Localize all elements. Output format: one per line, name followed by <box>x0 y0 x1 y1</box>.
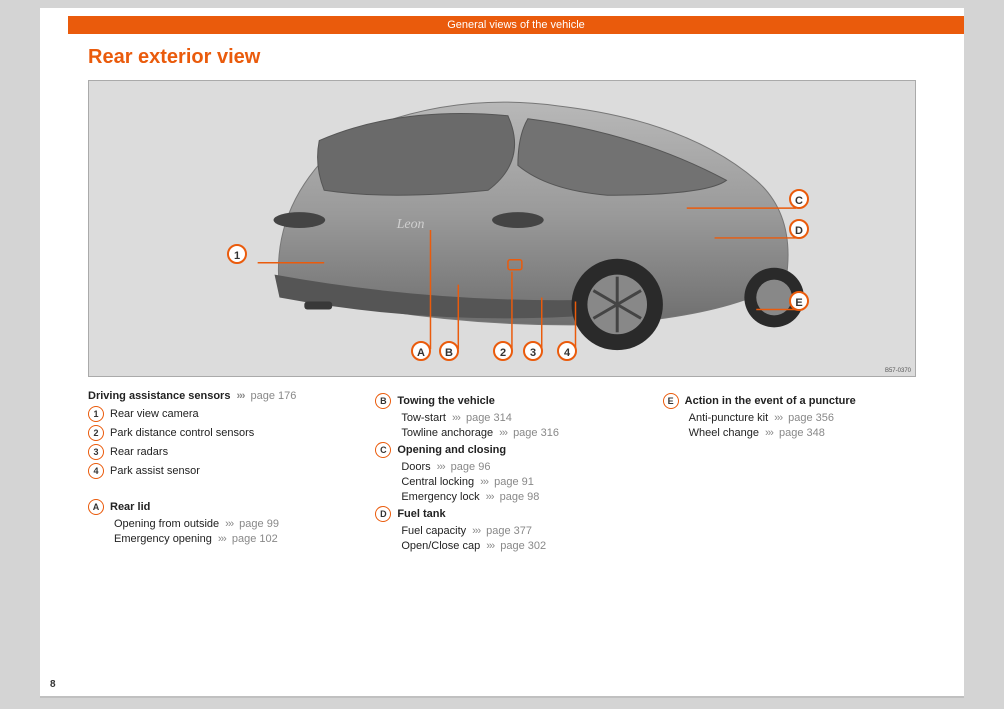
chevron-icon: ››› <box>437 461 445 473</box>
callout-d: D <box>789 219 809 239</box>
item-text: Park assist sensor <box>110 465 200 477</box>
list-item: 1 Rear view camera <box>88 406 351 422</box>
list-item: 4 Park assist sensor <box>88 463 351 479</box>
group-d-heading: D Fuel tank <box>375 506 638 522</box>
group-b-heading: B Towing the vehicle <box>375 393 638 409</box>
sub-item: Towline anchorage ››› page 316 <box>375 427 638 439</box>
marker-b: B <box>375 393 391 409</box>
group-a-heading: A Rear lid <box>88 499 351 515</box>
page-ref[interactable]: page 302 <box>500 540 546 552</box>
group-a-title: Rear lid <box>110 501 150 513</box>
sub-text: Anti-puncture kit <box>689 412 768 424</box>
page-ref[interactable]: page 176 <box>250 390 296 402</box>
sub-text: Tow-start <box>401 412 446 424</box>
chevron-icon: ››› <box>225 518 233 530</box>
sub-text: Fuel capacity <box>401 525 466 537</box>
sub-item: Opening from outside ››› page 99 <box>88 518 351 530</box>
callout-c: C <box>789 189 809 209</box>
chevron-icon: ››› <box>472 525 480 537</box>
sensors-heading: Driving assistance sensors ››› page 176 <box>88 390 351 402</box>
sub-item: Emergency opening ››› page 102 <box>88 533 351 545</box>
chevron-icon: ››› <box>218 533 226 545</box>
chevron-icon: ››› <box>236 390 244 402</box>
chevron-icon: ››› <box>499 427 507 439</box>
sub-item: Tow-start ››› page 314 <box>375 412 638 424</box>
page-ref[interactable]: page 316 <box>513 427 559 439</box>
chapter-header: General views of the vehicle <box>68 16 964 34</box>
marker-c: C <box>375 442 391 458</box>
marker-1: 1 <box>88 406 104 422</box>
marker-2: 2 <box>88 425 104 441</box>
column-3: E Action in the event of a puncture Anti… <box>663 390 926 555</box>
svg-text:Leon: Leon <box>396 217 425 232</box>
sub-item: Doors ››› page 96 <box>375 461 638 473</box>
page-ref[interactable]: page 98 <box>500 491 540 503</box>
chevron-icon: ››› <box>486 491 494 503</box>
sub-item: Wheel change ››› page 348 <box>663 427 926 439</box>
content-columns: Driving assistance sensors ››› page 176 … <box>88 390 926 555</box>
page-ref[interactable]: page 377 <box>486 525 532 537</box>
sub-text: Emergency opening <box>114 533 212 545</box>
sub-text: Opening from outside <box>114 518 219 530</box>
group-d-title: Fuel tank <box>397 508 445 520</box>
callout-b: B <box>439 341 459 361</box>
item-text: Rear view camera <box>110 408 199 420</box>
sub-item: Central locking ››› page 91 <box>375 476 638 488</box>
callout-3: 3 <box>523 341 543 361</box>
page-ref[interactable]: page 99 <box>239 518 279 530</box>
column-2: B Towing the vehicle Tow-start ››› page … <box>375 390 638 555</box>
sub-text: Wheel change <box>689 427 759 439</box>
callout-a: A <box>411 341 431 361</box>
chevron-icon: ››› <box>765 427 773 439</box>
section-title: Rear exterior view <box>88 46 260 69</box>
group-e-title: Action in the event of a puncture <box>685 395 856 407</box>
marker-d: D <box>375 506 391 522</box>
page-ref[interactable]: page 348 <box>779 427 825 439</box>
sub-text: Doors <box>401 461 430 473</box>
item-text: Park distance control sensors <box>110 427 254 439</box>
column-1: Driving assistance sensors ››› page 176 … <box>88 390 351 555</box>
callout-4: 4 <box>557 341 577 361</box>
callout-e: E <box>789 291 809 311</box>
manual-page: General views of the vehicle Rear exteri… <box>40 8 964 698</box>
group-c-heading: C Opening and closing <box>375 442 638 458</box>
chevron-icon: ››› <box>452 412 460 424</box>
marker-4: 4 <box>88 463 104 479</box>
sub-text: Open/Close cap <box>401 540 480 552</box>
group-e-heading: E Action in the event of a puncture <box>663 393 926 409</box>
group-b-title: Towing the vehicle <box>397 395 495 407</box>
page-ref[interactable]: page 96 <box>451 461 491 473</box>
figure-code: B57-0370 <box>885 368 911 374</box>
page-number: 8 <box>50 679 56 690</box>
vehicle-figure: Leon <box>88 80 916 377</box>
sub-item: Anti-puncture kit ››› page 356 <box>663 412 926 424</box>
marker-3: 3 <box>88 444 104 460</box>
marker-e: E <box>663 393 679 409</box>
sub-item: Open/Close cap ››› page 302 <box>375 540 638 552</box>
chevron-icon: ››› <box>480 476 488 488</box>
callout-2: 2 <box>493 341 513 361</box>
sub-item: Fuel capacity ››› page 377 <box>375 525 638 537</box>
list-item: 3 Rear radars <box>88 444 351 460</box>
page-ref[interactable]: page 314 <box>466 412 512 424</box>
chevron-icon: ››› <box>774 412 782 424</box>
page-ref[interactable]: page 102 <box>232 533 278 545</box>
list-item: 2 Park distance control sensors <box>88 425 351 441</box>
chevron-icon: ››› <box>486 540 494 552</box>
marker-a: A <box>88 499 104 515</box>
sub-text: Emergency lock <box>401 491 479 503</box>
group-c-title: Opening and closing <box>397 444 506 456</box>
heading-text: Driving assistance sensors <box>88 390 230 402</box>
page-ref[interactable]: page 356 <box>788 412 834 424</box>
sub-text: Central locking <box>401 476 474 488</box>
callout-1: 1 <box>227 244 247 264</box>
sub-text: Towline anchorage <box>401 427 493 439</box>
item-text: Rear radars <box>110 446 168 458</box>
sub-item: Emergency lock ››› page 98 <box>375 491 638 503</box>
page-ref[interactable]: page 91 <box>494 476 534 488</box>
